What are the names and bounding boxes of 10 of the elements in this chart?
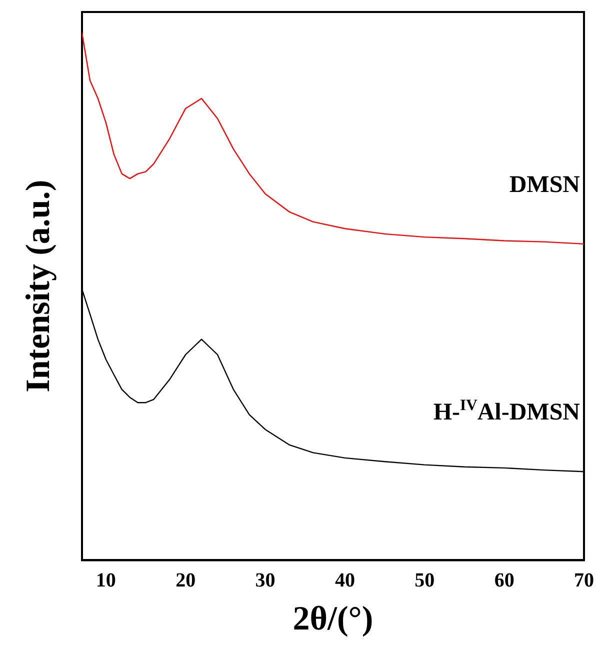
x-tick-label: 50 — [414, 569, 435, 592]
x-tick-label: 70 — [574, 569, 594, 592]
x-tick-label: 20 — [176, 569, 196, 592]
series-label: DMSN — [509, 172, 581, 198]
x-tick-label: 30 — [255, 569, 276, 592]
x-tick-label: 40 — [334, 569, 355, 592]
y-axis-title: Intensity (a.u.) — [20, 180, 57, 392]
x-axis-title: 2θ/(°) — [292, 600, 374, 638]
x-tick-label: 60 — [494, 569, 514, 592]
x-tick-label: 10 — [96, 569, 116, 592]
